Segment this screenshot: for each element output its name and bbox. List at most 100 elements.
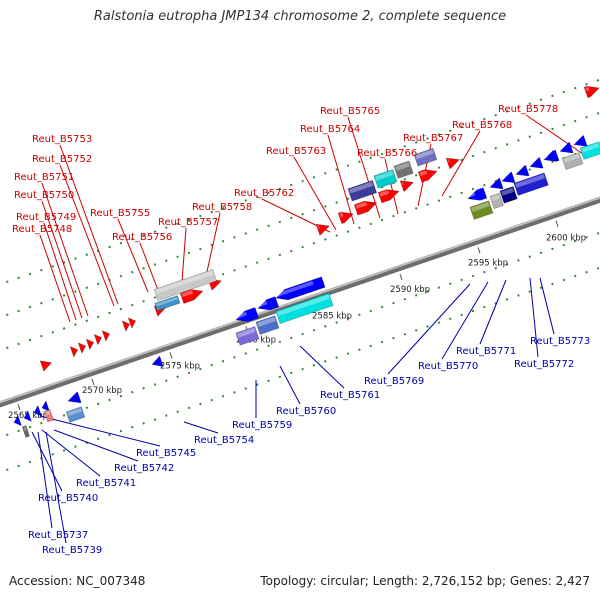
leader-line	[183, 421, 219, 434]
forward-gene	[377, 189, 400, 204]
reverse-gene-label: Reut_B5760	[276, 406, 336, 417]
leader-line	[347, 116, 381, 219]
forward-gene-label: Reut_B5748	[12, 224, 72, 235]
map-title: Ralstonia eutropha JMP134 chromosome 2, …	[93, 9, 507, 24]
leader-line	[293, 156, 337, 231]
reverse-gene-label: Reut_B5737	[28, 530, 88, 541]
forward-gene	[93, 333, 103, 346]
reverse-gene	[235, 307, 259, 322]
backbone	[0, 196, 600, 408]
forward-gene	[445, 157, 460, 170]
tick-label: 2595 kbp	[468, 258, 508, 268]
reverse-gene-block	[513, 172, 549, 196]
tick-mark	[555, 220, 559, 227]
leader-line	[441, 281, 489, 360]
forward-gene-block	[153, 269, 217, 302]
forward-gene-block	[154, 295, 181, 312]
forward-gene-label: Reut_B5758	[192, 202, 252, 213]
tick-label: 2590 kbp	[390, 285, 430, 295]
forward-gene-label: Reut_B5755	[90, 208, 150, 219]
leader-line	[299, 345, 345, 389]
reverse-gene-block	[469, 200, 494, 220]
leader-line	[479, 279, 507, 345]
leader-line	[37, 431, 53, 529]
forward-gene-label: Reut_B5757	[158, 217, 218, 228]
forward-gene-label: Reut_B5767	[403, 133, 463, 144]
reverse-gene-block	[561, 152, 584, 171]
reverse-gene-label: Reut_B5772	[514, 359, 574, 370]
leader-line	[384, 158, 399, 215]
forward-gene	[127, 317, 137, 329]
reverse-gene-label: Reut_B5742	[114, 463, 174, 474]
forward-gene-label: Reut_B5751	[14, 172, 74, 183]
forward-gene-block	[347, 180, 378, 202]
reverse-gene-label: Reut_B5771	[456, 346, 516, 357]
leader-line	[41, 182, 89, 317]
forward-gene-label: Reut_B5753	[32, 134, 92, 145]
forward-gene	[337, 211, 354, 224]
reverse-gene-block	[489, 192, 504, 210]
forward-gene	[39, 360, 53, 372]
reverse-gene-label: Reut_B5741	[76, 478, 136, 489]
forward-gene	[121, 320, 131, 332]
leader-line	[205, 212, 221, 277]
reverse-gene	[559, 141, 574, 154]
leader-line	[539, 277, 555, 335]
reverse-gene-label: Reut_B5754	[194, 435, 254, 446]
leader-line	[327, 134, 355, 225]
reverse-gene-label: Reut_B5759	[232, 420, 292, 431]
reverse-gene	[501, 171, 516, 184]
forward-gene-label: Reut_B5778	[498, 104, 558, 115]
reverse-gene-label: Reut_B5739	[42, 545, 102, 556]
forward-gene-label: Reut_B5765	[320, 106, 380, 117]
leader-line	[525, 114, 587, 157]
forward-gene-label: Reut_B5766	[357, 148, 417, 159]
tick-label: 2585 kbp	[312, 311, 352, 321]
leader-line	[181, 227, 187, 283]
reverse-gene-block	[21, 425, 30, 438]
leader-line	[59, 164, 115, 307]
reverse-gene-label: Reut_B5770	[418, 361, 478, 372]
forward-gene	[353, 200, 378, 216]
reverse-gene-block	[43, 409, 54, 423]
tick-mark	[91, 378, 95, 386]
leader-line	[441, 130, 481, 197]
leader-line	[59, 144, 119, 305]
forward-gene-label: Reut_B5750	[14, 190, 74, 201]
forward-gene-block	[373, 169, 398, 189]
reverse-gene	[67, 391, 82, 404]
forward-gene-label: Reut_B5762	[234, 188, 294, 199]
forward-gene-label: Reut_B5756	[112, 232, 172, 243]
reverse-gene-label: Reut_B5740	[38, 493, 98, 504]
forward-gene	[85, 338, 95, 351]
reverse-gene	[515, 164, 530, 177]
reverse-gene-block	[499, 186, 518, 204]
forward-gene-label: Reut_B5764	[300, 124, 360, 135]
summary-text: Topology: circular; Length: 2,726,152 bp…	[260, 574, 590, 588]
reverse-gene-label: Reut_B5761	[320, 390, 380, 401]
reverse-gene	[529, 157, 544, 169]
forward-gene	[399, 180, 414, 192]
leader-line	[39, 234, 71, 323]
reverse-gene	[467, 187, 488, 201]
reverse-gene	[23, 410, 32, 422]
forward-gene-block	[413, 147, 438, 167]
tick-label: 2600 kbp	[546, 234, 586, 244]
forward-gene	[101, 330, 111, 342]
tick-mark	[17, 403, 21, 411]
reverse-gene-block	[579, 141, 600, 160]
leader-line	[39, 415, 161, 447]
reverse-gene	[151, 355, 164, 367]
tick-label: 2580 kbp	[236, 335, 276, 345]
leader-line	[41, 200, 83, 319]
reverse-gene-block	[65, 406, 86, 423]
forward-gene	[69, 345, 79, 358]
reverse-gene	[13, 414, 22, 427]
reverse-gene-block	[255, 315, 280, 335]
tick-mark	[399, 273, 403, 281]
reverse-gene-block	[235, 326, 260, 346]
tick-label: 2575 kbp	[160, 361, 200, 371]
forward-gene	[77, 342, 87, 354]
tick-mark	[169, 352, 173, 359]
